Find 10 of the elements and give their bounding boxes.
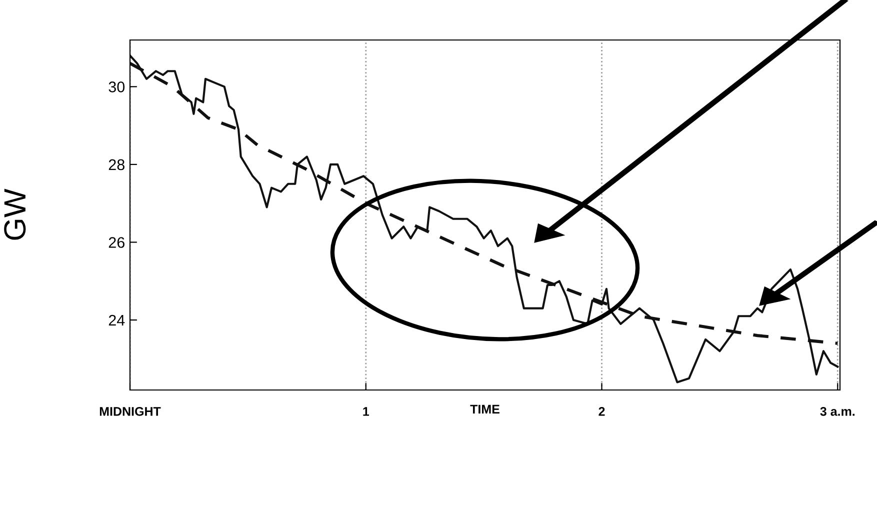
- x-axis-title: TIME: [470, 404, 500, 414]
- x-tick-label: 1: [363, 407, 370, 416]
- y-tick-label: 26: [108, 237, 124, 248]
- x-tick-label: 2: [598, 406, 605, 416]
- x-tick-label: MIDNIGHT: [100, 406, 161, 416]
- y-tick-label: 28: [108, 159, 124, 170]
- y-tick-label: 30: [108, 82, 125, 92]
- y-tick-label: 24: [108, 314, 125, 326]
- y-axis-title: GW: [4, 188, 26, 240]
- x-tick-label: 3 a.m.: [820, 406, 854, 416]
